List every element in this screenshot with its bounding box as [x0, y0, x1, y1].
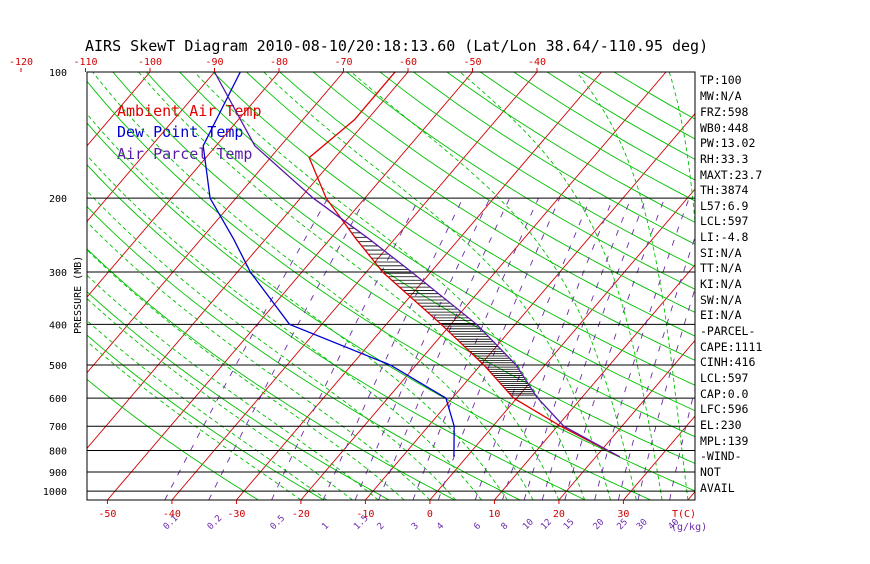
top-tick-label: -60 — [399, 57, 417, 68]
moist-adiabat — [25, 152, 430, 500]
top-tick-label: -120 — [9, 57, 33, 68]
cape-hatch — [348, 228, 535, 395]
stat-parcel-header: -PARCEL- — [700, 324, 755, 338]
stat-frz: FRZ:598 — [700, 105, 749, 119]
mixing-ratio-label: 3 — [410, 521, 421, 532]
stat-ki: KI:N/A — [700, 277, 742, 291]
dry-adiabat — [447, 72, 870, 500]
top-tick-label: -40 — [528, 57, 546, 68]
stat-mw: MW:N/A — [700, 89, 742, 103]
stat-rh: RH:33.3 — [700, 152, 749, 166]
top-tick-label: -80 — [270, 57, 288, 68]
isotherm-line — [0, 72, 21, 500]
top-tick-label: -70 — [334, 57, 352, 68]
x-axis-label: T(C) — [672, 509, 696, 520]
stat-parcel-lcl: LCL:597 — [700, 371, 749, 385]
stat-wind-avail: AVAIL — [700, 481, 735, 495]
stat-lfc: LFC:596 — [700, 402, 749, 416]
mixing-ratio-label: 20 — [592, 517, 607, 532]
legend: Ambient Air Temp Dew Point Temp Air Parc… — [117, 102, 262, 163]
bottom-tick-label: -20 — [292, 509, 310, 520]
moist-adiabat — [264, 72, 611, 500]
y-tick-label: 100 — [49, 68, 67, 79]
stat-mpl: MPL:139 — [700, 434, 749, 448]
stat-tp: TP:100 — [700, 73, 742, 87]
stat-maxt: MAXT:23.7 — [700, 168, 762, 182]
dry-adiabat — [246, 72, 870, 500]
moist-adiabat — [195, 72, 585, 500]
mixing-ratio-label: 2 — [376, 521, 387, 532]
y-tick-label: 400 — [49, 320, 67, 331]
mixing-ratio-label: 0.2 — [206, 514, 225, 533]
stat-wind-header: -WIND- — [700, 449, 742, 463]
mixing-ratio-label: 4 — [435, 521, 446, 532]
stats-panel: TP:100 MW:N/A FRZ:598 WB0:448 PW:13.02 R… — [700, 73, 762, 495]
chart-title: AIRS SkewT Diagram 2010-08-10/20:18:13.6… — [85, 37, 708, 55]
mixing-ratio-unit: (g/kg) — [671, 522, 707, 533]
stat-l57: L57:6.9 — [700, 199, 749, 213]
profiles — [203, 72, 620, 457]
y-tick-label: 700 — [49, 422, 67, 433]
top-tick-label: -110 — [73, 57, 97, 68]
mixing-ratio-label: 0.5 — [269, 514, 288, 533]
stat-pw: PW:13.02 — [700, 136, 755, 150]
bottom-tick-label: -30 — [227, 509, 245, 520]
mixing-ratio-label: 8 — [500, 521, 511, 532]
top-tick-label: -50 — [463, 57, 481, 68]
stat-lcl: LCL:597 — [700, 214, 749, 228]
stat-ei: EI:N/A — [700, 308, 742, 322]
bottom-tick-label: 20 — [553, 509, 565, 520]
legend-dew-point-temp: Dew Point Temp — [117, 123, 243, 141]
bottom-tick-label: 0 — [427, 509, 433, 520]
stat-cape: CAPE:1111 — [700, 340, 762, 354]
stat-li: LI:-4.8 — [700, 230, 749, 244]
mixing-ratio-line — [209, 198, 366, 500]
stat-sw: SW:N/A — [700, 293, 742, 307]
stat-tt: TT:N/A — [700, 261, 742, 275]
top-tick-label: -90 — [205, 57, 223, 68]
y-tick-label: 900 — [49, 468, 67, 479]
isotherm-line — [752, 72, 870, 500]
moist-adiabat — [0, 216, 301, 501]
y-axis-label: PRESSURE (MB) — [73, 256, 84, 334]
mixing-ratio-label: 6 — [472, 521, 483, 532]
mixing-ratio-line — [165, 198, 328, 500]
y-tick-label: 200 — [49, 194, 67, 205]
mixing-ratio-label: 1 — [320, 521, 331, 532]
stat-si: SI:N/A — [700, 246, 742, 260]
mixing-ratio-line — [542, 198, 646, 500]
stat-wb0: WB0:448 — [700, 121, 749, 135]
stat-cinh: CINH:416 — [700, 355, 755, 369]
stat-th: TH:3874 — [700, 183, 749, 197]
top-tick-label: -100 — [138, 57, 162, 68]
isotherm-line — [817, 72, 870, 500]
y-tick-label: 600 — [49, 394, 67, 405]
stat-el: EL:230 — [700, 418, 742, 432]
moist-adiabat — [51, 113, 481, 500]
dry-adiabat — [347, 72, 870, 500]
mixing-ratio-label: 10 — [521, 517, 536, 532]
y-tick-label: 800 — [49, 447, 67, 458]
stat-cap: CAP:0.0 — [700, 387, 749, 401]
bottom-tick-label: 10 — [488, 509, 500, 520]
y-tick-label: 300 — [49, 268, 67, 279]
y-tick-label: 500 — [49, 361, 67, 372]
mixing-ratio-label: 12 — [539, 517, 554, 532]
dry-adiabat — [480, 72, 870, 500]
y-tick-label: 1000 — [43, 487, 67, 498]
bottom-tick-label: -50 — [98, 509, 116, 520]
dry-adiabat — [514, 72, 870, 500]
isotherm-line — [494, 72, 859, 500]
isotherm-line — [236, 72, 601, 500]
moist-adiabat — [460, 72, 662, 500]
mixing-ratio-line — [272, 198, 420, 500]
mixing-ratio-label: 30 — [635, 517, 650, 532]
stat-wind-not: NOT — [700, 465, 721, 479]
